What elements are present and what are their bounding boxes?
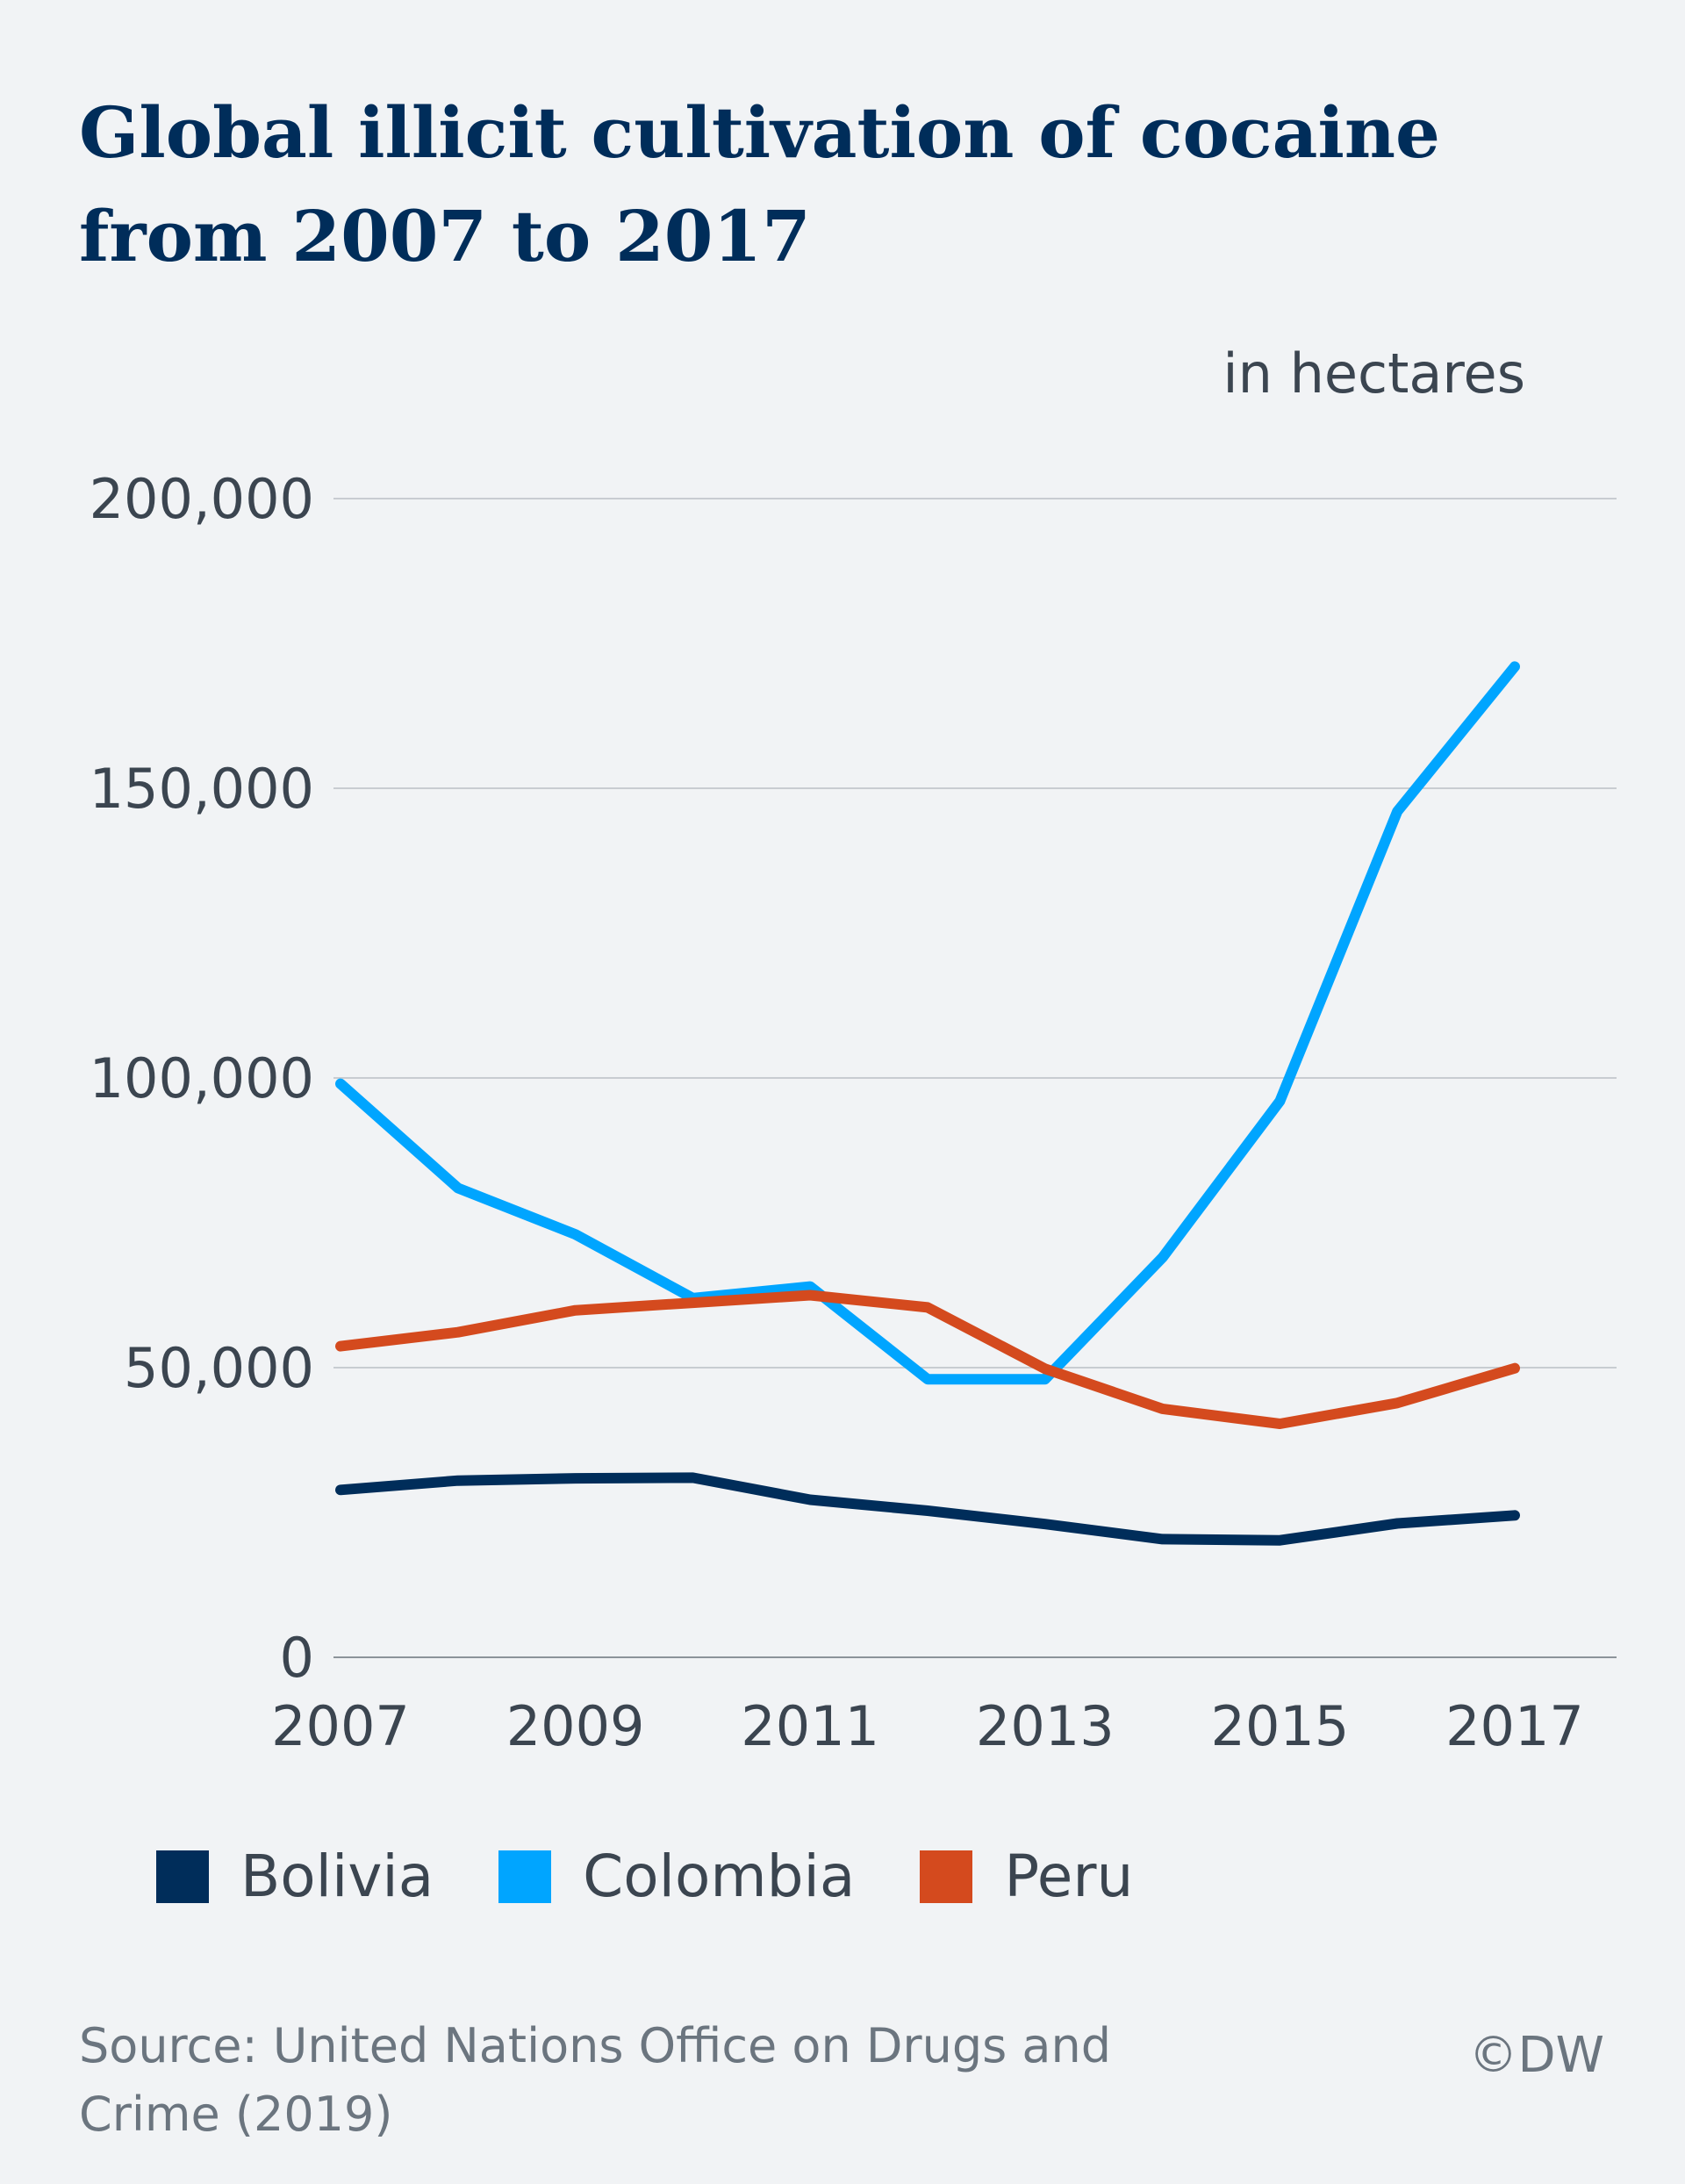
x-tick-label-2011: 2011 — [741, 1694, 879, 1758]
legend-swatch-peru — [920, 1850, 973, 1903]
unit-label: in hectares — [1223, 341, 1525, 406]
legend-label-peru: Peru — [1004, 1843, 1134, 1910]
x-tick-label-2009: 2009 — [506, 1694, 645, 1758]
series-line-bolivia — [335, 1472, 1520, 1546]
y-tick-label-200000: 200,000 — [90, 467, 314, 531]
chart-title-line-1: Global illicit cultivation of cocaine — [79, 91, 1440, 174]
y-tick-label-50000: 50,000 — [124, 1336, 314, 1400]
y-tick-label-150000: 150,000 — [90, 757, 314, 821]
copyright-dw: ©DW — [1468, 2027, 1605, 2084]
legend: Bolivia Colombia Peru — [156, 1842, 1198, 1912]
legend-swatch-bolivia — [156, 1850, 209, 1903]
x-tick-label-2007: 2007 — [271, 1694, 410, 1758]
legend-item-peru: Peru — [920, 1842, 1133, 1912]
grid-lines — [333, 498, 1617, 1658]
x-axis-tick-labels: 2007 2009 2011 2013 2015 2017 — [271, 1694, 1584, 1758]
legend-label-bolivia: Bolivia — [240, 1843, 434, 1910]
legend-swatch-colombia — [498, 1850, 552, 1903]
chart-title: Global illicit cultivation of cocaine fr… — [79, 81, 1624, 288]
legend-item-bolivia: Bolivia — [156, 1842, 434, 1912]
series-line-colombia — [335, 661, 1520, 1385]
series-line-peru — [335, 1290, 1520, 1429]
x-tick-label-2015: 2015 — [1211, 1694, 1350, 1758]
y-tick-label-100000: 100,000 — [90, 1046, 314, 1110]
y-tick-label-0: 0 — [280, 1626, 314, 1690]
series-lines — [335, 661, 1520, 1546]
x-tick-label-2013: 2013 — [976, 1694, 1115, 1758]
y-axis-tick-labels: 0 50,000 100,000 150,000 200,000 — [90, 467, 314, 1690]
chart-title-line-2: from 2007 to 2017 — [79, 195, 811, 277]
source-note: Source: United Nations Office on Drugs a… — [79, 2018, 1112, 2142]
legend-label-colombia: Colombia — [583, 1843, 856, 1910]
legend-item-colombia: Colombia — [498, 1842, 855, 1912]
x-tick-label-2017: 2017 — [1445, 1694, 1584, 1758]
